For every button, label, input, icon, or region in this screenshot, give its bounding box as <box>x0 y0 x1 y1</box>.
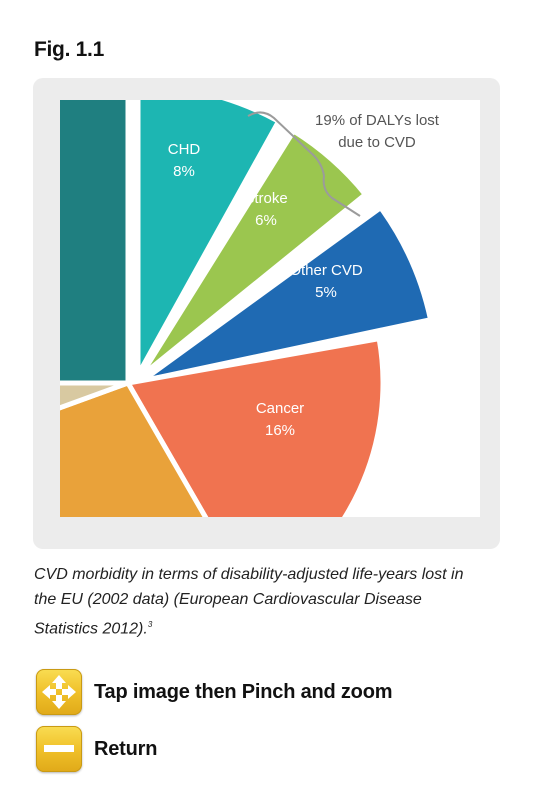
pie-chart[interactable]: 19% of DALYs lost due to CVD CHD 8% Stro… <box>60 100 480 517</box>
minus-icon[interactable] <box>36 726 82 772</box>
slice-value-stroke: 6% <box>255 212 277 229</box>
figure-caption: CVD morbidity in terms of disability-adj… <box>34 562 474 641</box>
zoom-hint-button[interactable]: Tap image then Pinch and zoom <box>36 669 393 715</box>
slice-label-cancer: Cancer <box>256 400 304 417</box>
slice-other-cvd <box>140 204 434 384</box>
slice-chd <box>135 100 282 385</box>
return-label: Return <box>94 737 158 760</box>
slice-orange <box>60 379 209 517</box>
return-button[interactable]: Return <box>36 726 158 772</box>
slice-beige <box>60 380 129 411</box>
slice-label-stroke: Stroke <box>244 190 287 207</box>
cvd-bracket <box>247 111 361 217</box>
caption-text: CVD morbidity in terms of disability-adj… <box>34 566 464 638</box>
slice-teal-large <box>60 100 131 386</box>
zoom-hint-label: Tap image then Pinch and zoom <box>94 680 393 703</box>
slice-cancer <box>124 335 386 517</box>
slice-label-other-cvd: Other CVD <box>289 262 363 279</box>
pie-svg: 19% of DALYs lost due to CVD CHD 8% Stro… <box>60 100 440 517</box>
slice-label-chd: CHD <box>168 141 201 158</box>
four-arrows-icon[interactable] <box>36 669 82 715</box>
caption-reference: 3 <box>147 620 153 629</box>
slice-value-chd: 8% <box>173 163 195 180</box>
figure-title: Fig. 1.1 <box>34 38 104 61</box>
cvd-annotation-line2: due to CVD <box>338 134 416 151</box>
cvd-annotation-line1: 19% of DALYs lost <box>315 112 440 129</box>
slice-stroke <box>137 127 369 379</box>
slice-value-other-cvd: 5% <box>315 284 337 301</box>
slice-value-cancer: 16% <box>265 422 295 439</box>
